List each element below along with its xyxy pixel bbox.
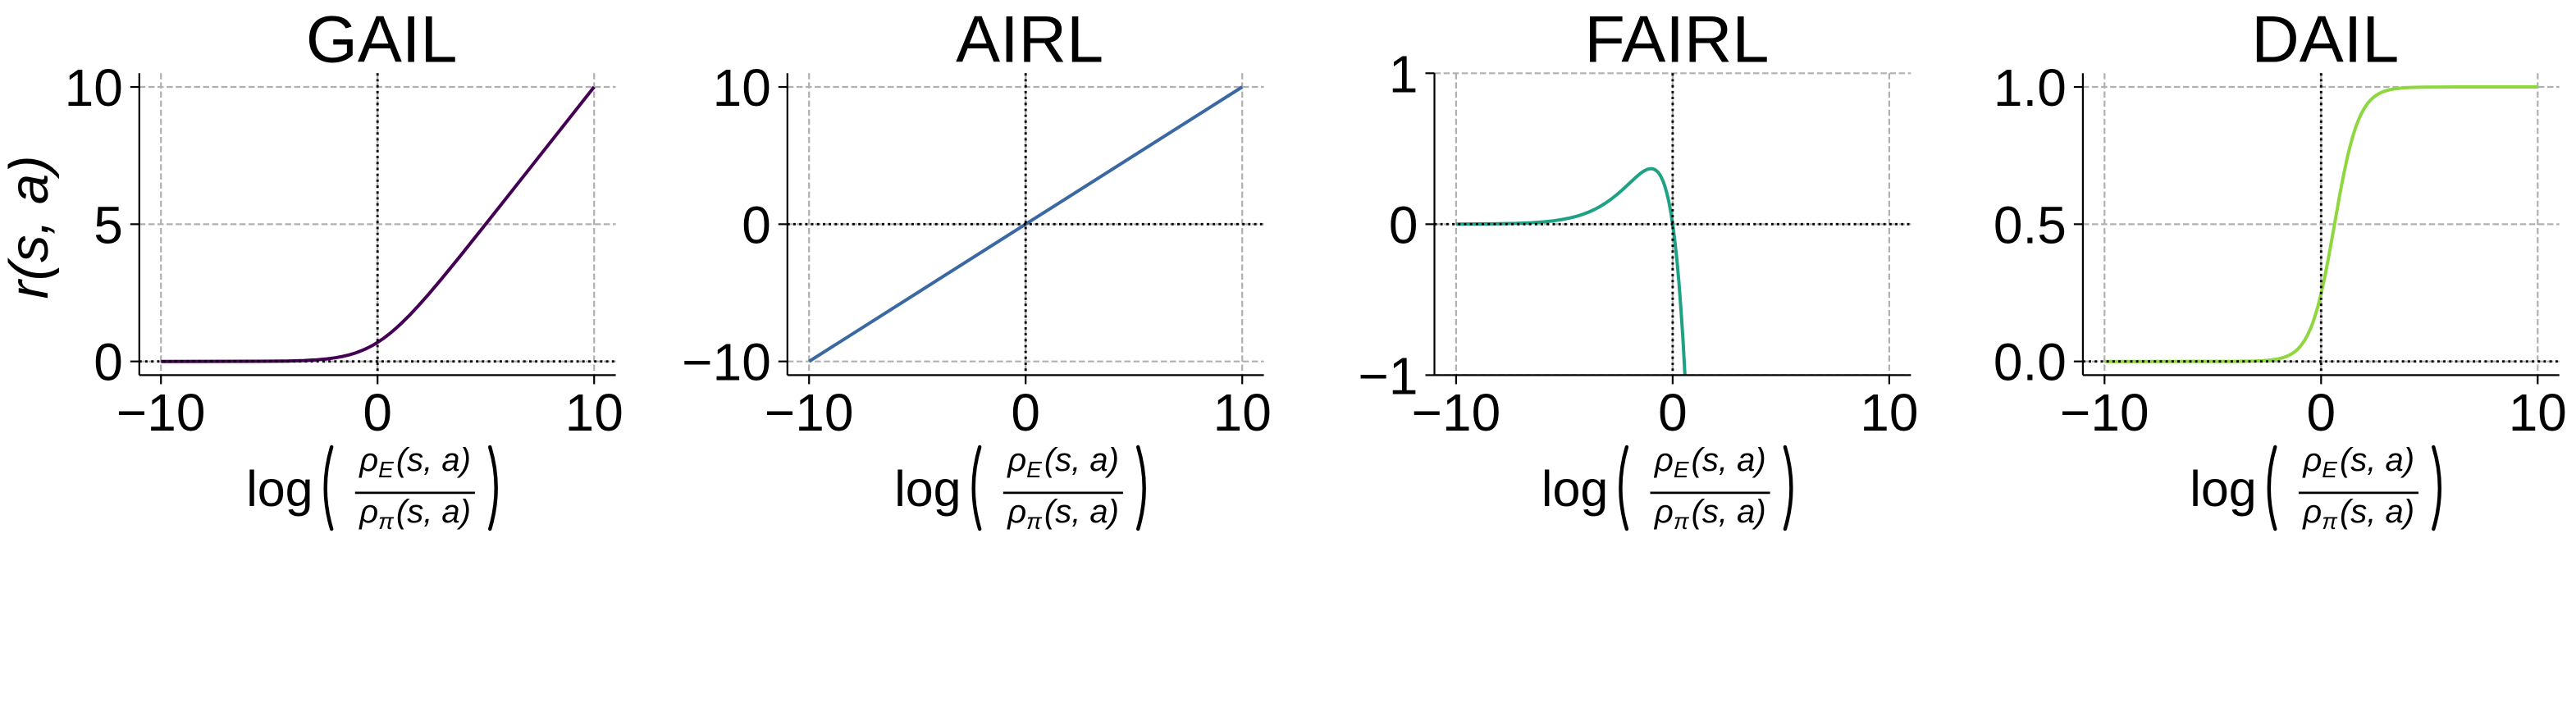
svg-text:ρE(s, a): ρE(s, a) <box>1654 442 1766 482</box>
svg-text:0: 0 <box>1658 383 1688 442</box>
svg-text:0: 0 <box>94 333 123 392</box>
svg-text:10: 10 <box>2509 383 2567 442</box>
svg-text:ρπ(s, a): ρπ(s, a) <box>1654 494 1766 534</box>
svg-text:1.0: 1.0 <box>1994 58 2067 117</box>
svg-text:0: 0 <box>1389 195 1418 254</box>
svg-text:log: log <box>894 461 961 517</box>
svg-text:ρE(s, a): ρE(s, a) <box>1007 442 1119 482</box>
svg-text:10: 10 <box>65 58 123 117</box>
svg-text:ρπ(s, a): ρπ(s, a) <box>2302 494 2414 534</box>
svg-text:log: log <box>1541 461 1608 517</box>
svg-text:1: 1 <box>1389 44 1418 103</box>
svg-text:ρE(s, a): ρE(s, a) <box>2302 442 2414 482</box>
svg-text:ρπ(s, a): ρπ(s, a) <box>359 494 471 534</box>
svg-text:r(s, a): r(s, a) <box>0 156 60 299</box>
svg-text:−10: −10 <box>765 383 854 442</box>
svg-text:0: 0 <box>363 383 392 442</box>
svg-text:GAIL: GAIL <box>306 3 458 77</box>
svg-text:5: 5 <box>94 195 123 254</box>
svg-text:log: log <box>246 461 313 517</box>
svg-text:log: log <box>2190 461 2256 517</box>
svg-text:DAIL: DAIL <box>2251 3 2399 77</box>
svg-text:AIRL: AIRL <box>956 3 1103 77</box>
svg-text:−10: −10 <box>2060 383 2149 442</box>
svg-text:0.5: 0.5 <box>1994 195 2067 254</box>
svg-text:10: 10 <box>565 383 623 442</box>
svg-text:ρE(s, a): ρE(s, a) <box>359 442 471 482</box>
svg-text:−1: −1 <box>1359 346 1418 405</box>
svg-text:−10: −10 <box>1412 383 1501 442</box>
svg-text:FAIRL: FAIRL <box>1584 3 1769 77</box>
svg-text:ρπ(s, a): ρπ(s, a) <box>1007 494 1119 534</box>
svg-text:10: 10 <box>713 58 771 117</box>
svg-text:10: 10 <box>1860 383 1918 442</box>
svg-text:0.0: 0.0 <box>1994 333 2067 392</box>
svg-text:0: 0 <box>2307 383 2336 442</box>
svg-text:0: 0 <box>742 195 771 254</box>
svg-text:−10: −10 <box>682 333 771 392</box>
svg-text:0: 0 <box>1011 383 1040 442</box>
svg-text:−10: −10 <box>116 383 206 442</box>
svg-text:10: 10 <box>1213 383 1272 442</box>
